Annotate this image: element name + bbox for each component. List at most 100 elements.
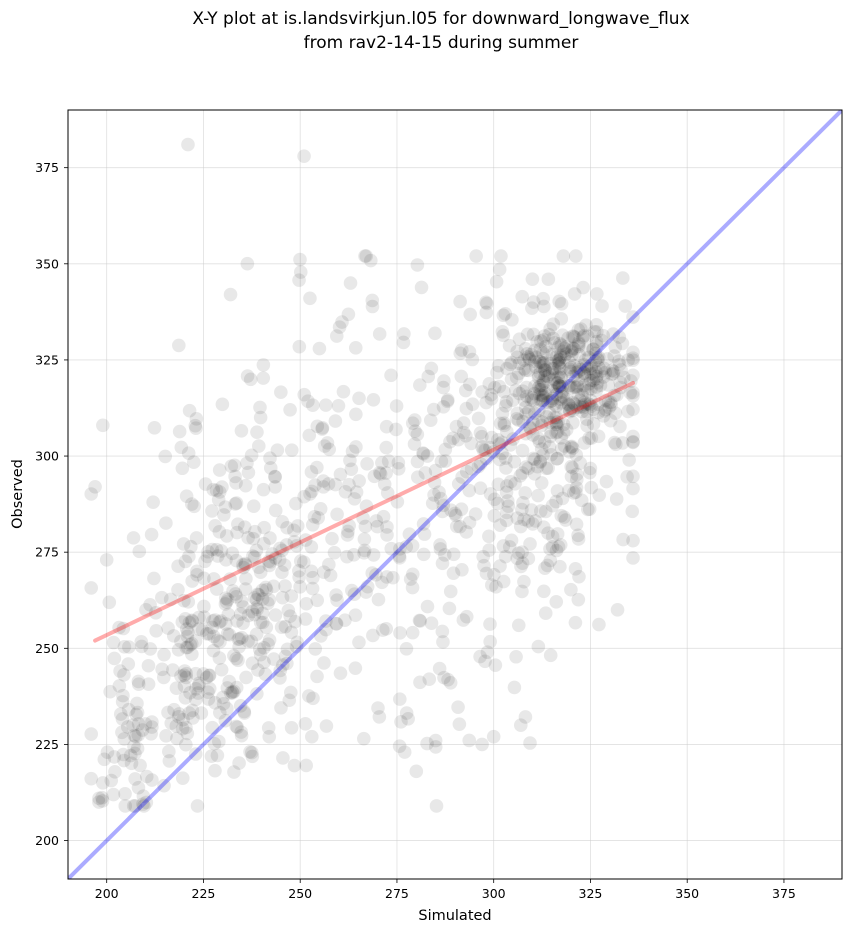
scatter-point	[564, 348, 579, 363]
scatter-point	[229, 680, 244, 695]
scatter-point	[626, 533, 640, 548]
scatter-point	[436, 635, 450, 649]
scatter-point	[526, 415, 540, 430]
scatter-point	[526, 451, 541, 466]
scatter-point	[562, 404, 577, 419]
scatter-point	[128, 746, 142, 761]
scatter-point	[551, 380, 565, 395]
scatter-point	[416, 446, 430, 460]
scatter-point	[556, 417, 571, 432]
scatter-point	[571, 532, 586, 546]
scatter-point	[146, 495, 160, 509]
scatter-point	[626, 310, 640, 324]
scatter-point	[245, 604, 260, 619]
scatter-point	[357, 546, 371, 560]
scatter-point	[428, 326, 442, 341]
scatter-point	[143, 598, 157, 612]
scatter-point	[568, 562, 583, 576]
scatter-point	[92, 791, 106, 806]
scatter-point	[531, 403, 546, 418]
scatter-point	[297, 149, 311, 163]
scatter-point	[279, 538, 294, 552]
scatter-point	[213, 634, 227, 649]
scatter-point	[518, 363, 533, 378]
scatter-point	[343, 276, 358, 290]
scatter-point	[133, 758, 147, 773]
scatter-point	[616, 271, 630, 285]
scatter-point	[233, 607, 248, 621]
scatter-point	[134, 639, 149, 654]
plot-frame	[67, 109, 843, 880]
scatter-point	[528, 452, 542, 467]
scatter-point	[533, 454, 547, 469]
scatter-point	[530, 459, 545, 474]
scatter-point	[277, 558, 292, 572]
scatter-point	[557, 350, 572, 364]
scatter-point	[229, 553, 244, 568]
scatter-point	[522, 351, 537, 365]
x-tick-label: 225	[192, 886, 216, 901]
scatter-point	[391, 461, 406, 476]
scatter-point	[209, 483, 224, 498]
scatter-point	[446, 431, 460, 445]
scatter-point	[545, 383, 560, 398]
scatter-point	[533, 366, 548, 380]
scatter-point	[557, 510, 572, 524]
scatter-point	[314, 629, 328, 643]
scatter-point	[591, 353, 605, 367]
scatter-point	[539, 368, 553, 383]
scatter-point	[503, 438, 518, 452]
scatter-point	[232, 640, 246, 654]
scatter-point	[268, 470, 282, 484]
scatter-point	[305, 398, 320, 413]
scatter-point	[529, 350, 543, 365]
scatter-point	[177, 679, 192, 693]
scatter-point	[310, 419, 325, 434]
scatter-point	[515, 289, 530, 304]
scatter-point	[102, 595, 117, 610]
scatter-point	[141, 677, 156, 691]
scatter-point	[479, 566, 494, 581]
scatter-point	[547, 372, 561, 386]
scatter-point	[116, 688, 130, 703]
scatter-point	[329, 616, 344, 631]
scatter-point	[238, 478, 253, 493]
scatter-point	[231, 517, 245, 531]
scatter-point	[347, 492, 362, 506]
scatter-point	[564, 459, 578, 474]
scatter-point	[176, 537, 191, 551]
scatter-point	[602, 400, 617, 415]
scatter-point	[478, 443, 492, 458]
scatter-point	[499, 485, 514, 500]
scatter-point	[626, 385, 640, 400]
scatter-point	[556, 390, 571, 404]
scatter-point	[541, 395, 555, 410]
scatter-point	[625, 504, 640, 519]
scatter-point	[182, 403, 197, 418]
scatter-point	[561, 379, 576, 393]
scatter-point	[521, 404, 536, 419]
scatter-point	[570, 400, 584, 414]
scatter-point	[561, 331, 575, 345]
scatter-point	[202, 668, 217, 683]
scatter-point	[547, 336, 562, 350]
scatter-point	[96, 418, 110, 433]
scatter-point	[316, 480, 331, 494]
scatter-point	[208, 763, 222, 778]
scatter-point	[281, 603, 296, 618]
scatter-point	[170, 731, 184, 746]
scatter-point	[564, 439, 579, 454]
scatter-point	[407, 437, 422, 451]
scatter-point	[545, 540, 560, 554]
scatter-point	[597, 361, 611, 376]
scatter-point	[349, 485, 364, 500]
scatter-point	[333, 467, 348, 482]
scatter-point	[147, 571, 161, 586]
scatter-point	[166, 663, 180, 677]
scatter-point	[517, 512, 531, 527]
scatter-point	[505, 313, 519, 327]
scatter-point	[593, 378, 608, 393]
scatter-point	[591, 350, 606, 365]
scatter-point	[589, 383, 604, 398]
scatter-point	[491, 433, 505, 447]
